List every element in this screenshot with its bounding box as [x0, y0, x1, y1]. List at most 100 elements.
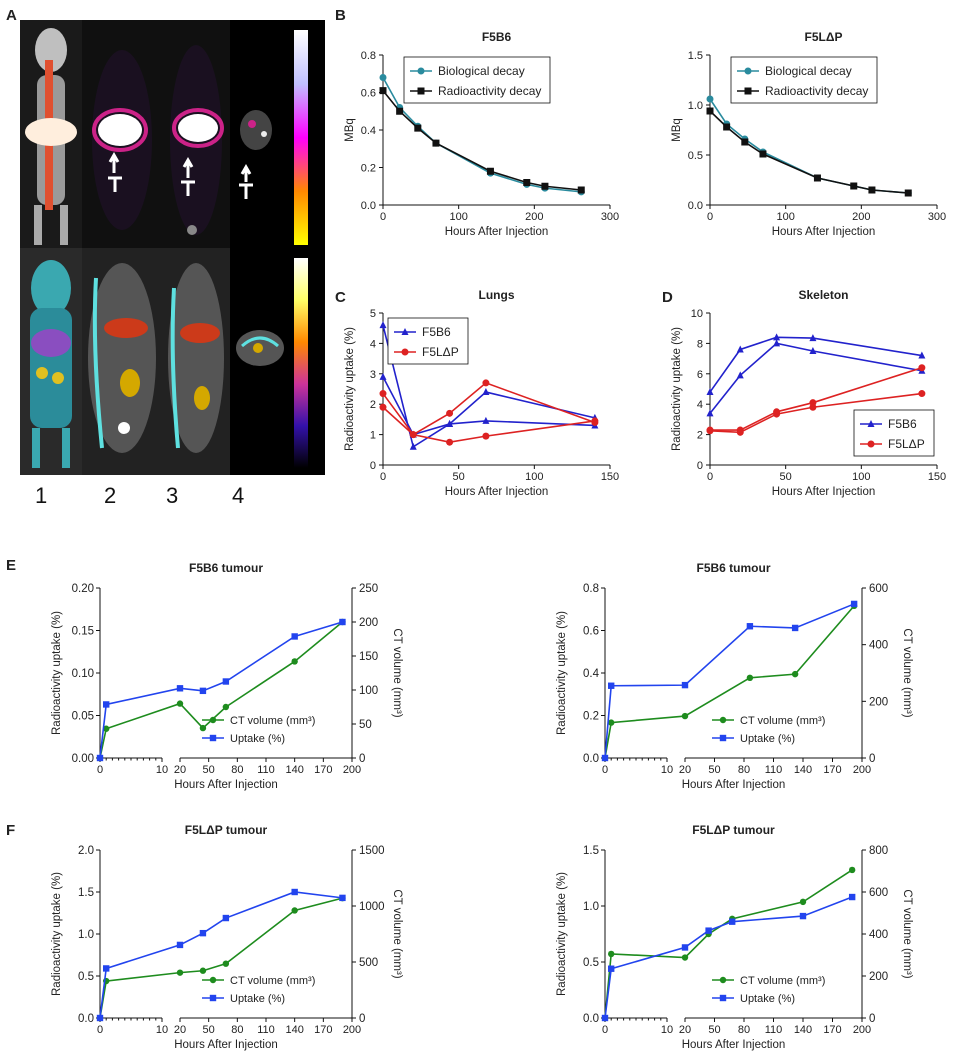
d-ytick-label: 4 — [697, 399, 703, 411]
d-xtick-label: 50 — [780, 471, 792, 483]
c-data-point — [409, 431, 417, 439]
e1-data-point — [96, 754, 104, 762]
d-data-point — [706, 409, 714, 417]
d-legend-marker — [867, 420, 875, 427]
colorbar-pet — [290, 20, 325, 248]
c-ylabel: Radioactivity uptake (%) — [344, 327, 356, 451]
f2-y2tick-label: 200 — [869, 971, 888, 983]
f2-legend-label: Uptake (%) — [740, 993, 795, 1005]
f1-xlabel: Hours After Injection — [174, 1039, 278, 1051]
e2-y2tick-label: 600 — [869, 583, 888, 595]
scan-number-2: 2 — [104, 483, 117, 508]
b2-title: F5LΔP — [805, 30, 843, 44]
b2-ytick-label: 0.0 — [688, 200, 703, 212]
b2-data-point — [723, 123, 731, 131]
c-xtick-label: 0 — [380, 471, 386, 483]
e2-y2label: CT volume (mm³) — [901, 628, 913, 717]
f2-legend-marker — [719, 976, 727, 984]
b1-legend-label: Radioactivity decay — [438, 84, 541, 98]
f1-xtick-label: 170 — [314, 1024, 332, 1036]
c-legend-marker — [401, 348, 409, 356]
c-xtick-label: 50 — [453, 471, 465, 483]
f2-xtick-label: 50 — [708, 1024, 720, 1036]
e1-y2tick-label: 50 — [359, 719, 372, 731]
b2-xtick-label: 100 — [776, 211, 794, 223]
b2-ytick-label: 1.5 — [688, 50, 703, 62]
f2-data-point — [799, 898, 807, 906]
b1-xtick-label: 100 — [449, 211, 467, 223]
b2-xlabel: Hours After Injection — [772, 226, 876, 238]
e2-data-point — [791, 624, 799, 632]
scan-2-top — [82, 20, 163, 248]
c-ytick-label: 2 — [370, 399, 376, 411]
d-data-point — [918, 351, 926, 359]
b1-legend-box — [403, 56, 551, 104]
b2-data-point — [850, 182, 858, 190]
f2-title: F5LΔP tumour — [692, 823, 775, 837]
c-data-point — [482, 379, 490, 387]
f2-data-point — [601, 1014, 609, 1022]
scan-image-panel — [20, 20, 325, 475]
e1-xtick-label: 20 — [174, 764, 186, 776]
e1-data-point — [291, 658, 298, 665]
c-data-point — [409, 442, 417, 450]
e1-xtick-label: 170 — [314, 764, 332, 776]
b2-data-point — [706, 107, 714, 115]
b2-data-point — [813, 174, 821, 182]
f2-ylabel: Radioactivity uptake (%) — [556, 872, 568, 996]
f2-xtick-label: 20 — [679, 1024, 691, 1036]
e2-ylabel: Radioactivity uptake (%) — [556, 611, 568, 735]
f1-y2label: CT volume (mm³) — [391, 889, 403, 978]
c-data-point — [482, 432, 490, 440]
d-ylabel: Radioactivity uptake (%) — [671, 327, 683, 451]
e2-data-point — [791, 670, 799, 678]
d-xtick-label: 100 — [852, 471, 870, 483]
scan-1-top — [20, 20, 83, 248]
f2-data-point — [608, 950, 615, 958]
e2-data-point — [746, 623, 754, 630]
b1-legend-marker — [417, 67, 425, 75]
f2-y2tick-label: 800 — [869, 845, 888, 857]
ct-axial-image — [236, 330, 284, 366]
c-data-point — [446, 419, 454, 427]
d-data-point — [809, 403, 817, 411]
d-data-point — [773, 339, 781, 347]
c-data-point — [446, 438, 454, 446]
f2-xtick-label: 0 — [602, 1024, 608, 1036]
e1-data-point — [222, 678, 230, 685]
b1-ytick-label: 0.8 — [361, 50, 376, 62]
f2-y2tick-label: 0 — [869, 1013, 875, 1025]
d-ytick-label: 8 — [697, 338, 703, 350]
e2-legend-marker — [719, 734, 727, 742]
panel-label-f: F — [6, 822, 15, 839]
c-data-point — [482, 388, 490, 396]
f1-legend-marker — [209, 976, 217, 984]
c-data-point — [591, 417, 599, 425]
colorbar-ct — [290, 248, 325, 475]
b1-data-point — [396, 107, 404, 115]
b1-ytick-label: 0.2 — [361, 163, 376, 175]
f2-data-point — [848, 893, 856, 901]
b2-ytick-label: 1.0 — [688, 100, 703, 112]
b1-series-line — [382, 90, 582, 191]
c-data-point — [379, 372, 387, 380]
b1-ytick-label: 0.4 — [361, 125, 376, 137]
e1-y2tick-label: 100 — [359, 685, 378, 697]
b2-legend-marker — [744, 87, 752, 95]
e1-xtick-label: 0 — [97, 764, 103, 776]
e2-ytick-label: 0.8 — [583, 583, 599, 595]
f2-series-line — [604, 869, 853, 1019]
c-data-point — [446, 409, 454, 417]
f1-data-point — [96, 1014, 104, 1022]
f2-xtick-label: 170 — [823, 1024, 841, 1036]
e2-data-point — [608, 719, 615, 726]
b2-legend-label: Radioactivity decay — [765, 84, 868, 98]
f2-ytick-label: 0.0 — [583, 1013, 599, 1025]
e2-xlabel: Hours After Injection — [682, 779, 786, 791]
e1-xtick-label: 140 — [285, 764, 303, 776]
f1-data-point — [199, 929, 207, 937]
c-legend-label: F5LΔP — [422, 345, 459, 359]
c-ytick-label: 1 — [370, 430, 376, 442]
scan-number-3: 3 — [166, 483, 179, 508]
b1-data-point — [486, 167, 494, 175]
